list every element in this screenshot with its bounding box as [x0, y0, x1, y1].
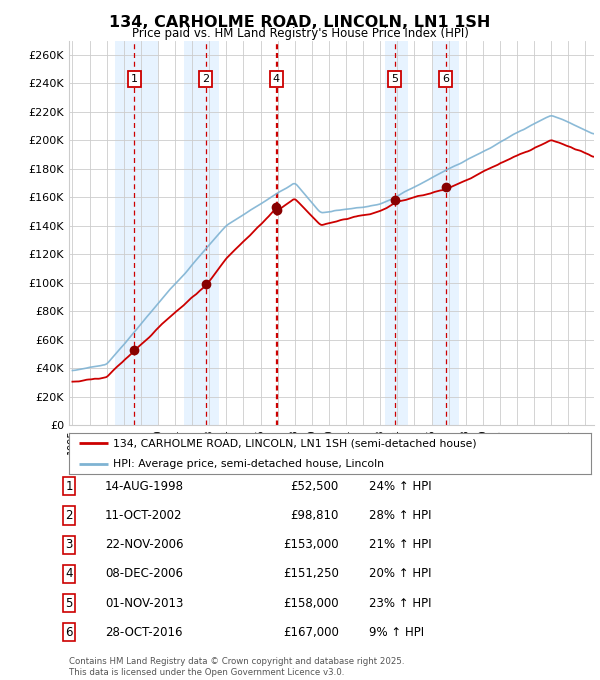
Text: £52,500: £52,500 [291, 479, 339, 493]
Text: 11-OCT-2002: 11-OCT-2002 [105, 509, 182, 522]
Text: £98,810: £98,810 [290, 509, 339, 522]
Text: £167,000: £167,000 [283, 626, 339, 639]
Bar [385, 41, 407, 425]
Text: 2: 2 [202, 74, 209, 84]
Text: 01-NOV-2013: 01-NOV-2013 [105, 596, 184, 610]
Text: 22-NOV-2006: 22-NOV-2006 [105, 538, 184, 551]
Bar [115, 41, 158, 425]
Text: 28-OCT-2016: 28-OCT-2016 [105, 626, 182, 639]
Text: 9% ↑ HPI: 9% ↑ HPI [369, 626, 424, 639]
Text: 24% ↑ HPI: 24% ↑ HPI [369, 479, 431, 493]
Text: 5: 5 [391, 74, 398, 84]
Text: 20% ↑ HPI: 20% ↑ HPI [369, 567, 431, 581]
Text: 1: 1 [65, 479, 73, 493]
Text: 3: 3 [65, 538, 73, 551]
Text: 21% ↑ HPI: 21% ↑ HPI [369, 538, 431, 551]
Text: 2: 2 [65, 509, 73, 522]
Text: 134, CARHOLME ROAD, LINCOLN, LN1 1SH: 134, CARHOLME ROAD, LINCOLN, LN1 1SH [109, 15, 491, 30]
Text: 28% ↑ HPI: 28% ↑ HPI [369, 509, 431, 522]
Text: 23% ↑ HPI: 23% ↑ HPI [369, 596, 431, 610]
Text: 14-AUG-1998: 14-AUG-1998 [105, 479, 184, 493]
Text: 08-DEC-2006: 08-DEC-2006 [105, 567, 183, 581]
Text: 4: 4 [65, 567, 73, 581]
Text: 1: 1 [131, 74, 138, 84]
Text: 5: 5 [65, 596, 73, 610]
Text: £151,250: £151,250 [283, 567, 339, 581]
Text: 6: 6 [65, 626, 73, 639]
Text: £153,000: £153,000 [283, 538, 339, 551]
Text: 4: 4 [273, 74, 280, 84]
Text: 134, CARHOLME ROAD, LINCOLN, LN1 1SH (semi-detached house): 134, CARHOLME ROAD, LINCOLN, LN1 1SH (se… [113, 439, 477, 448]
Text: 6: 6 [442, 74, 449, 84]
Text: HPI: Average price, semi-detached house, Lincoln: HPI: Average price, semi-detached house,… [113, 459, 385, 469]
Text: Contains HM Land Registry data © Crown copyright and database right 2025.
This d: Contains HM Land Registry data © Crown c… [69, 657, 404, 677]
Bar [433, 41, 459, 425]
Text: £158,000: £158,000 [283, 596, 339, 610]
Text: Price paid vs. HM Land Registry's House Price Index (HPI): Price paid vs. HM Land Registry's House … [131, 27, 469, 40]
Bar [184, 41, 220, 425]
